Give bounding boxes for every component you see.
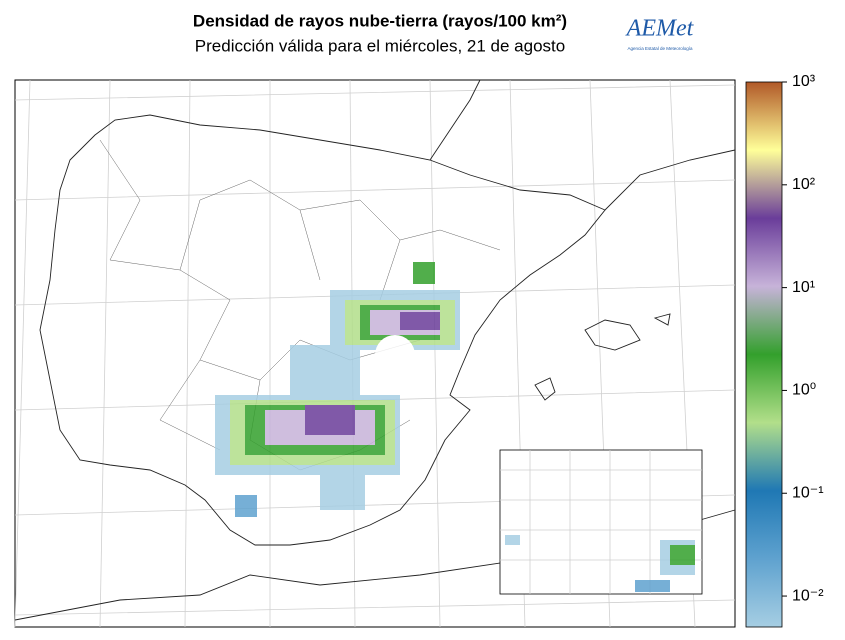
colorbar-tick-label: 10⁻² [792, 587, 824, 604]
colorbar-tick-label: 10⁰ [792, 382, 816, 399]
colorbar-tick-label: 10³ [792, 73, 816, 90]
colorbar-tick-label: 10¹ [792, 279, 815, 296]
colorbar-tick-label: 10² [792, 176, 816, 193]
colorbar-tick-label: 10⁻¹ [792, 484, 824, 501]
subtitle: Predicción válida para el miércoles, 21 … [195, 36, 565, 55]
logo-caption: Agencia Estatal de Meteorología [627, 46, 693, 51]
colorbar [745, 81, 783, 628]
title: Densidad de rayos nube-tierra (rayos/100… [193, 11, 567, 30]
logo: AEMet [625, 16, 695, 42]
map [14, 79, 736, 628]
lightning-cells [215, 262, 460, 517]
inset-cells [505, 535, 695, 592]
